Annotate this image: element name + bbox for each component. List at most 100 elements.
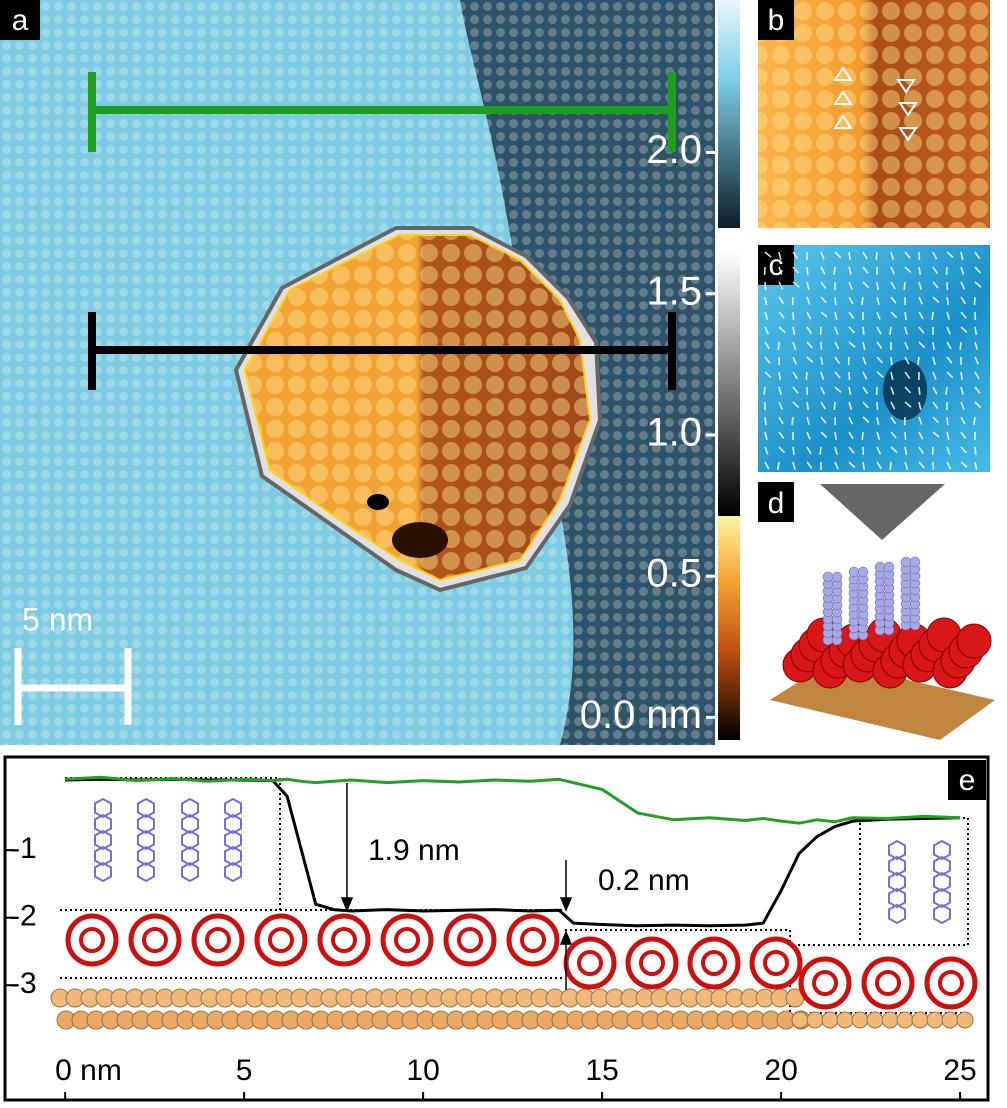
pentacene-atom — [823, 572, 833, 582]
substrate-atom — [942, 1012, 958, 1028]
vector-arrow — [820, 447, 821, 455]
x-tick-label: 5 — [236, 1054, 253, 1087]
vector-arrow — [975, 447, 976, 455]
pentacene-atom — [910, 557, 920, 567]
panel-b: b — [758, 0, 990, 228]
c60 — [68, 916, 116, 964]
vector-arrow — [806, 372, 807, 380]
x-tick-label: 0 nm — [55, 1054, 122, 1087]
substrate-atom — [792, 1012, 808, 1028]
vector-arrow — [891, 357, 892, 365]
vector-map-dip — [883, 360, 927, 420]
c60 — [509, 916, 557, 964]
vector-arrow — [821, 342, 822, 350]
defect — [367, 494, 389, 510]
c60 — [752, 939, 800, 987]
y-tick-label: -2 — [10, 900, 37, 933]
vector-arrow — [905, 432, 906, 440]
substrate-atom — [882, 1012, 898, 1028]
vector-arrow — [904, 282, 905, 290]
substrate-atom — [927, 1012, 943, 1028]
colorbar-tick-label: 0.0 nm — [580, 693, 702, 737]
vector-arrow — [793, 312, 794, 320]
panel-c: c — [758, 245, 990, 472]
vector-arrow — [877, 402, 878, 410]
vector-arrow — [933, 462, 934, 470]
substrate-atom — [807, 1012, 823, 1028]
vector-arrow — [876, 252, 877, 260]
pentacene-atom — [858, 567, 868, 577]
annotation: 0.2 nm — [598, 864, 690, 897]
panel-d: d — [758, 482, 995, 740]
colorbar-tick-label: 1.0 — [646, 411, 702, 455]
colorbar-segment — [718, 252, 740, 516]
substrate-atom — [867, 1012, 883, 1028]
vector-arrow — [793, 447, 794, 455]
vector-arrow — [905, 312, 906, 320]
panel-label: a — [12, 4, 29, 37]
vector-arrow — [862, 432, 863, 440]
x-tick-label: 15 — [585, 1054, 618, 1087]
vector-arrow — [960, 342, 961, 350]
vector-arrow — [764, 387, 765, 395]
vector-arrow — [974, 297, 975, 305]
x-tick-label: 10 — [406, 1054, 439, 1087]
panel-label: b — [768, 4, 785, 37]
vector-arrow — [834, 402, 835, 410]
vector-arrow — [807, 267, 808, 275]
c60 — [864, 959, 912, 1007]
substrate-atom — [912, 1012, 928, 1028]
pentacene-atom — [884, 562, 894, 572]
panel-label: e — [959, 764, 976, 797]
substrate-atom — [852, 1012, 868, 1028]
c60-ball — [957, 624, 991, 658]
colorbar-segment — [718, 0, 740, 228]
vector-arrow — [792, 417, 793, 425]
scale-bar-label: 5 nm — [22, 601, 93, 637]
c60 — [446, 916, 494, 964]
y-tick-label: -1 — [10, 832, 37, 865]
c60 — [801, 959, 849, 1007]
panel-label: c — [769, 249, 784, 282]
vector-arrow — [835, 297, 836, 305]
c60 — [927, 959, 975, 1007]
vector-arrow — [919, 387, 920, 395]
vector-arrow — [862, 297, 863, 305]
vector-arrow — [961, 372, 962, 380]
vector-arrow — [849, 252, 850, 260]
vector-arrow — [946, 387, 947, 395]
pentacene-atom — [901, 557, 911, 567]
vector-arrow — [765, 417, 766, 425]
defect — [392, 522, 448, 558]
pentacene-atom — [875, 562, 885, 572]
c60 — [628, 939, 676, 987]
colorbar-tick-label: 1.5 — [646, 269, 702, 313]
pentacene-atom — [849, 567, 859, 577]
c60 — [383, 916, 431, 964]
vector-arrow — [765, 282, 766, 290]
x-tick-label: 20 — [764, 1054, 797, 1087]
c60 — [566, 939, 614, 987]
vector-arrow — [877, 282, 878, 290]
vector-arrow — [946, 267, 947, 275]
vector-arrow — [947, 417, 948, 425]
pentacene-atom — [832, 572, 842, 582]
colorbar-tick-label: 0.5 — [646, 552, 702, 596]
y-tick-label: -3 — [10, 967, 37, 1000]
c60 — [320, 916, 368, 964]
colorbar-segment — [718, 516, 740, 740]
substrate-atom — [837, 1012, 853, 1028]
panel-a: 5 nm a — [0, 0, 715, 745]
x-tick-label: 25 — [943, 1054, 976, 1087]
substrate-atom — [957, 1012, 973, 1028]
panel-label: d — [768, 487, 785, 520]
vector-arrow — [932, 312, 933, 320]
vector-arrow — [890, 327, 891, 335]
c60 — [690, 939, 738, 987]
panel-e: 1.9 nm 0.2 nm e -1 -2 -3 0 nm 5 10 15 20 25 — [5, 757, 988, 1100]
vector-arrow — [974, 417, 975, 425]
vector-arrow — [918, 357, 919, 365]
annotation: 1.9 nm — [368, 834, 460, 867]
c60 — [131, 916, 179, 964]
